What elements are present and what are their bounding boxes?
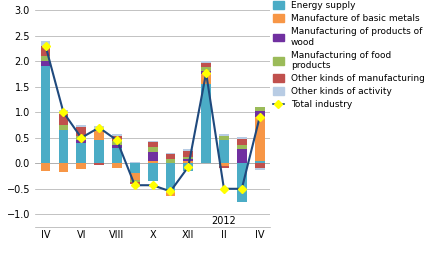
Bar (255, 163, 265, 168)
Bar (184, 149, 193, 150)
Bar (255, 107, 265, 111)
Bar (148, 161, 157, 163)
Bar (112, 134, 122, 136)
Bar (76, 140, 86, 143)
Bar (219, 163, 229, 166)
Bar (130, 173, 140, 180)
Bar (76, 143, 86, 163)
Bar (219, 166, 229, 168)
Bar (41, 46, 51, 56)
Bar (237, 137, 247, 139)
Bar (41, 56, 51, 61)
Bar (94, 140, 104, 163)
Bar (201, 74, 211, 84)
Bar (184, 150, 193, 157)
Bar (94, 163, 104, 165)
Bar (166, 191, 175, 196)
Bar (76, 125, 86, 127)
Bar (76, 136, 86, 140)
Legend: Energy supply, Manufacture of basic metals, Manufacturing of products of
wood, M: Energy supply, Manufacture of basic meta… (272, 1, 425, 109)
Bar (201, 61, 211, 63)
Bar (58, 125, 68, 130)
Bar (201, 67, 211, 71)
Bar (130, 162, 140, 163)
Bar (58, 114, 68, 125)
Bar (255, 111, 265, 117)
Bar (219, 140, 229, 163)
Bar (41, 61, 51, 66)
Bar (166, 153, 175, 154)
Bar (41, 41, 51, 46)
Bar (184, 159, 193, 161)
Bar (112, 136, 122, 141)
Bar (112, 141, 122, 146)
Bar (184, 161, 193, 163)
Bar (58, 163, 68, 172)
Bar (130, 163, 140, 173)
Bar (148, 141, 157, 142)
Bar (219, 136, 229, 140)
Bar (148, 142, 157, 148)
Bar (184, 163, 193, 171)
Bar (166, 163, 175, 191)
Bar (130, 180, 140, 182)
Bar (201, 63, 211, 67)
Bar (112, 146, 122, 148)
Bar (41, 163, 51, 171)
Bar (58, 130, 68, 163)
Bar (148, 148, 157, 151)
Bar (237, 145, 247, 149)
Bar (148, 151, 157, 161)
Bar (255, 117, 265, 161)
Bar (184, 157, 193, 159)
Bar (94, 126, 104, 128)
Bar (58, 110, 68, 114)
Text: 2012: 2012 (211, 215, 236, 225)
Bar (94, 131, 104, 140)
Bar (255, 168, 265, 171)
Bar (237, 163, 247, 201)
Bar (130, 182, 140, 184)
Bar (166, 159, 175, 163)
Bar (237, 139, 247, 145)
Bar (219, 134, 229, 136)
Bar (148, 163, 157, 181)
Bar (201, 84, 211, 163)
Bar (41, 66, 51, 163)
Bar (201, 71, 211, 74)
Bar (94, 128, 104, 131)
Bar (166, 154, 175, 159)
Bar (112, 148, 122, 163)
Bar (76, 163, 86, 170)
Bar (112, 163, 122, 168)
Bar (237, 149, 247, 163)
Bar (255, 161, 265, 163)
Bar (76, 127, 86, 136)
